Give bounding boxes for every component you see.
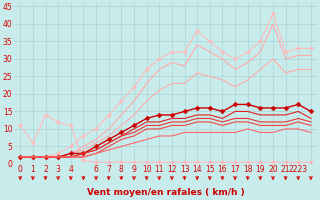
X-axis label: Vent moyen/en rafales ( km/h ): Vent moyen/en rafales ( km/h ) — [87, 188, 244, 197]
